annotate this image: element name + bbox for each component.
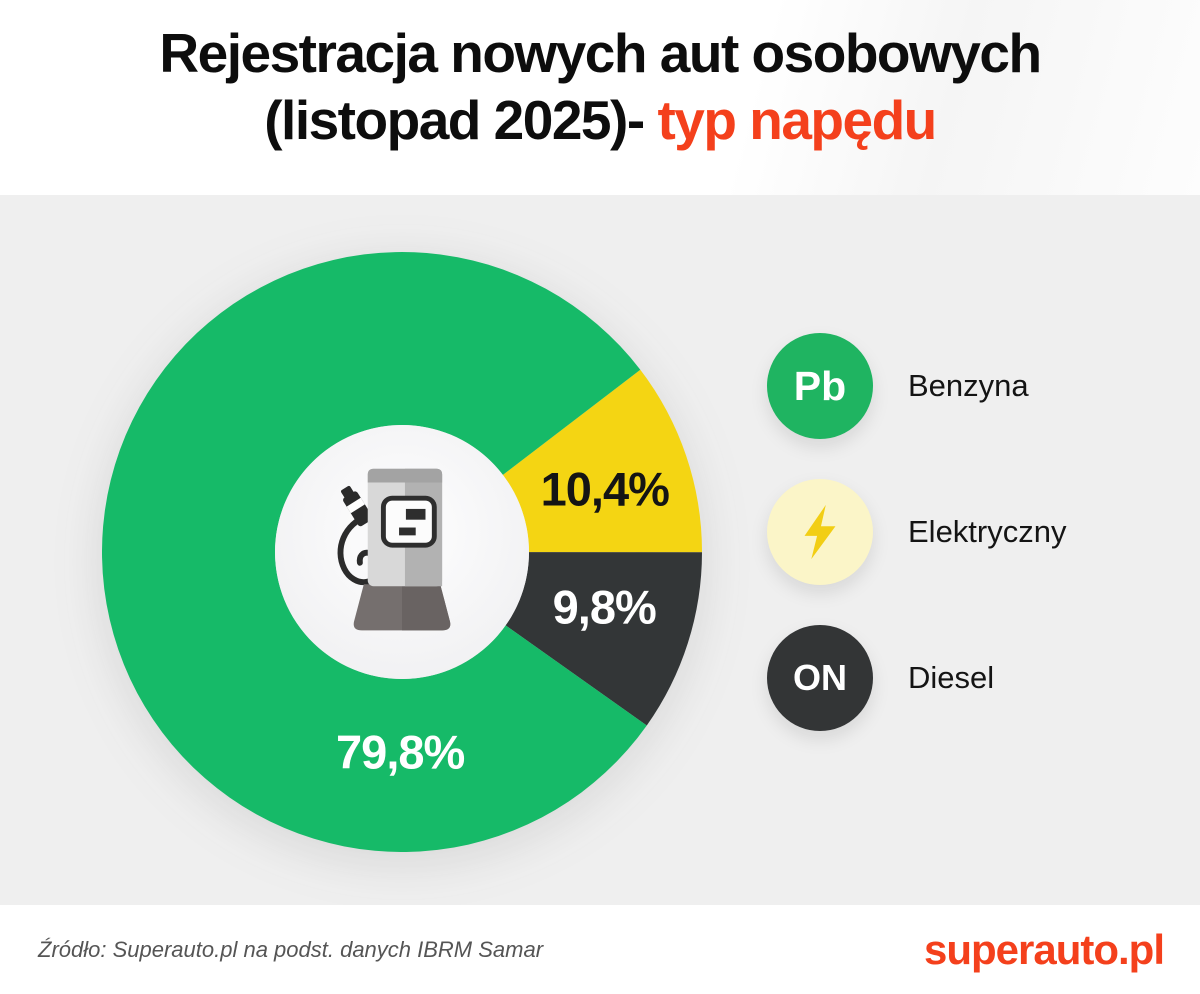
donut-slice-benzyna [102, 252, 647, 852]
slice-value-elektryczny: 10,4% [540, 462, 670, 516]
lightning-bolt-icon [804, 504, 836, 560]
page-title: Rejestracja nowych aut osobowych (listop… [0, 0, 1200, 154]
legend-label-diesel: Diesel [908, 660, 995, 695]
pump-cap [367, 468, 443, 483]
on-badge-icon: ON [767, 625, 873, 731]
ev-charging-pump-icon [337, 468, 451, 631]
legend-label-elektryczny: Elektryczny [908, 514, 1067, 549]
legend-item-diesel: ON Diesel [767, 625, 1066, 731]
donut-slice-diesel [505, 552, 702, 726]
legend: Pb Benzyna Elektryczny ON Diesel [767, 333, 1066, 731]
pump-nozzle [341, 485, 373, 527]
legend-item-benzyna: Pb Benzyna [767, 333, 1066, 439]
donut-slice-elektryczny [502, 369, 702, 553]
donut-chart: 10,4% 9,8% 79,8% [102, 252, 702, 852]
header: Rejestracja nowych aut osobowych (listop… [0, 0, 1200, 195]
pump-screen-bar-1 [405, 508, 426, 520]
pump-screen-bar-2 [399, 527, 416, 536]
legend-label-benzyna: Benzyna [908, 368, 1029, 403]
brand-logo: superauto.pl [923, 925, 1165, 973]
chart-panel: 10,4% 9,8% 79,8% Pb Benzyna Elektryczny ON… [0, 195, 1200, 905]
title-line-2: (listopad 2025)- typ napędu [0, 87, 1200, 154]
slice-value-diesel: 9,8% [552, 580, 657, 634]
pump-screen [380, 495, 437, 548]
title-line-2-accent: typ napędu [657, 89, 937, 151]
pump-base-shade [402, 584, 451, 631]
source-text: Źródło: Superauto.pl na podst. danych IB… [38, 936, 544, 962]
legend-item-elektryczny: Elektryczny [767, 479, 1066, 585]
lightning-badge [767, 479, 873, 585]
donut-center [275, 425, 529, 679]
slice-value-benzyna: 79,8% [336, 725, 465, 779]
donut-svg [102, 252, 702, 852]
title-line-1: Rejestracja nowych aut osobowych [159, 22, 1042, 84]
pb-badge-icon: Pb [767, 333, 873, 439]
footer: Źródło: Superauto.pl na podst. danych IB… [0, 905, 1200, 994]
title-line-2-black: (listopad 2025)- [264, 89, 658, 151]
